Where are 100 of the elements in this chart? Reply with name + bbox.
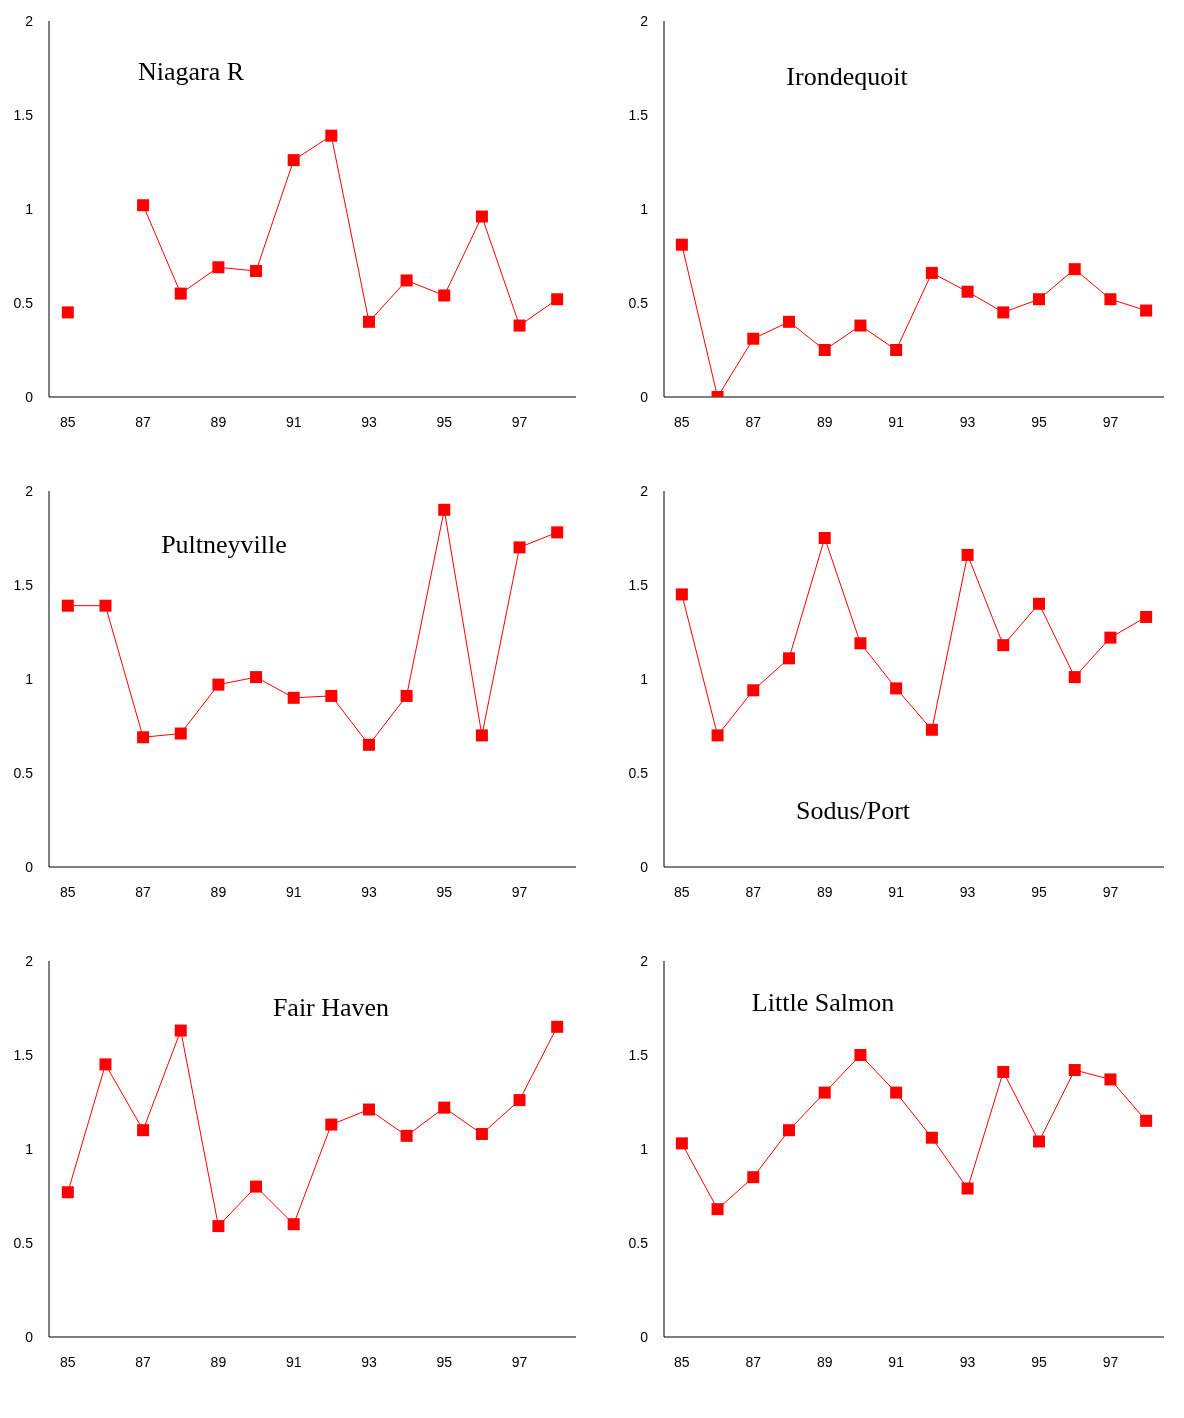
x-tick-label: 89 xyxy=(816,883,833,900)
point xyxy=(747,684,760,697)
text: Irondequoit xyxy=(786,62,908,92)
x-tick-label: 91 xyxy=(888,883,905,900)
point xyxy=(400,274,413,287)
point xyxy=(137,199,150,212)
point xyxy=(1033,597,1045,610)
point xyxy=(818,1086,831,1099)
text: Sodus/Port xyxy=(795,796,911,826)
point xyxy=(783,1124,795,1137)
x-tick-label: 93 xyxy=(361,883,377,900)
point xyxy=(325,129,338,142)
point xyxy=(475,210,488,223)
x-tick-label: 97 xyxy=(1102,1353,1119,1370)
point xyxy=(1033,1135,1045,1148)
point xyxy=(711,729,724,742)
x-tick-label: 95 xyxy=(1031,883,1047,900)
text: Fair Haven xyxy=(272,993,390,1023)
point xyxy=(513,319,526,332)
point xyxy=(1104,1073,1117,1086)
x-tick-label: 87 xyxy=(135,1353,152,1370)
point xyxy=(137,731,150,744)
x-tick-label: 89 xyxy=(210,883,227,900)
point xyxy=(287,154,300,167)
x-tick-label: 93 xyxy=(959,883,976,900)
point xyxy=(925,266,938,279)
point xyxy=(475,1127,488,1140)
x-tick-label: 93 xyxy=(361,1353,377,1370)
x-tick-label: 85 xyxy=(60,1353,76,1370)
y-tick-label: 1.5 xyxy=(628,1046,649,1063)
y-tick-label: 2 xyxy=(640,952,649,969)
y-tick-label: 0 xyxy=(25,858,34,875)
point xyxy=(961,1182,974,1195)
point xyxy=(1140,1114,1153,1127)
y-tick-label: 1 xyxy=(640,670,649,687)
y-tick-label: 0.5 xyxy=(628,764,649,781)
x-tick-label: 85 xyxy=(674,883,690,900)
y-tick-label: 0 xyxy=(640,388,649,405)
y-tick-label: 0 xyxy=(640,1328,649,1345)
point xyxy=(551,1020,564,1033)
point xyxy=(997,1065,1010,1078)
point xyxy=(212,1220,225,1233)
y-tick-label: 1.5 xyxy=(13,576,34,593)
y-tick-label: 0 xyxy=(640,858,649,875)
x-tick-label: 91 xyxy=(888,1353,905,1370)
x-tick-label: 87 xyxy=(135,883,152,900)
x-tick-label: 85 xyxy=(60,883,76,900)
point xyxy=(438,1101,451,1114)
y-tick-label: 1.5 xyxy=(13,1046,34,1063)
point xyxy=(925,1131,938,1144)
x-tick-label: 93 xyxy=(959,1353,976,1370)
x-tick-label: 91 xyxy=(888,413,905,430)
x-tick-label: 95 xyxy=(1031,1353,1047,1370)
point xyxy=(1033,293,1045,306)
x-tick-label: 97 xyxy=(511,1353,528,1370)
point xyxy=(400,1129,413,1142)
point xyxy=(1140,610,1153,623)
point xyxy=(362,315,375,328)
point xyxy=(551,526,564,539)
x-tick-label: 97 xyxy=(1102,413,1119,430)
x-tick-label: 97 xyxy=(511,413,528,430)
point xyxy=(250,265,263,278)
point xyxy=(137,1124,150,1137)
point xyxy=(287,691,300,704)
point xyxy=(1068,1064,1081,1077)
point xyxy=(475,729,488,742)
text: Niagara R xyxy=(137,57,245,87)
point xyxy=(961,548,974,561)
y-tick-label: 0 xyxy=(25,1328,34,1345)
x-tick-label: 93 xyxy=(959,413,976,430)
text: Little Salmon xyxy=(751,988,895,1018)
y-tick-label: 1 xyxy=(640,200,649,217)
y-tick-label: 0.5 xyxy=(628,294,649,311)
y-tick-label: 1 xyxy=(25,670,34,687)
y-tick-label: 1.5 xyxy=(628,576,649,593)
point xyxy=(1104,293,1117,306)
y-tick-label: 2 xyxy=(640,482,649,499)
y-tick-label: 0 xyxy=(25,388,34,405)
point xyxy=(890,1086,903,1099)
y-tick-label: 1 xyxy=(25,1140,34,1157)
point xyxy=(854,319,867,332)
x-tick-label: 85 xyxy=(60,413,76,430)
point xyxy=(325,1118,338,1131)
point xyxy=(325,689,338,702)
y-tick-label: 2 xyxy=(640,12,649,29)
point xyxy=(711,1203,724,1216)
point xyxy=(400,689,413,702)
point xyxy=(1104,631,1117,644)
point xyxy=(1140,304,1153,317)
y-tick-label: 2 xyxy=(25,12,34,29)
point xyxy=(513,1094,526,1107)
y-tick-label: 0.5 xyxy=(13,764,34,781)
y-tick-label: 1.5 xyxy=(13,106,34,123)
point xyxy=(438,503,451,516)
point xyxy=(99,599,112,612)
x-tick-label: 87 xyxy=(745,413,762,430)
point xyxy=(997,639,1010,652)
y-tick-label: 0.5 xyxy=(628,1234,649,1251)
point xyxy=(675,1137,688,1150)
x-tick-label: 93 xyxy=(361,413,377,430)
